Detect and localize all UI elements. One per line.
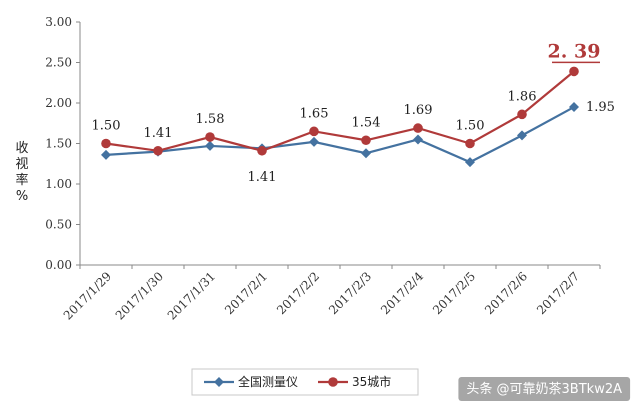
series-line-0: [105, 106, 575, 164]
series-0-point: [205, 140, 215, 151]
y-tick-label: 2.50: [45, 56, 72, 70]
series-1-point: [257, 145, 267, 156]
series-1-data-label: 1.41: [144, 126, 173, 141]
y-axis-label-char: 视: [15, 157, 28, 172]
series-1-point: [569, 66, 579, 77]
series-1-data-label: 1.54: [352, 115, 381, 130]
chart-axes: [79, 22, 600, 266]
watermark-backdrop: [458, 377, 631, 401]
series-0-point: [101, 149, 111, 160]
chart-series: [101, 66, 579, 168]
y-axis-label-char: %: [16, 189, 28, 204]
series-1-point: [413, 123, 423, 133]
series-0-point: [361, 148, 371, 159]
series-1-point: [101, 138, 111, 149]
series-1-point: [205, 132, 215, 142]
series-1-data-label: 1.41: [248, 170, 277, 185]
chart-ticks: 0.000.501.001.502.002.503.002017/1/29201…: [45, 15, 601, 323]
x-tick-label: 2017/1/29: [61, 269, 114, 322]
series-line-1: [105, 70, 575, 152]
x-tick-label: 2017/2/6: [482, 269, 530, 317]
watermark-text: 头条 @可靠奶茶3BTkw2A: [466, 381, 622, 397]
y-tick-label: 1.00: [45, 177, 72, 191]
series-0-point: [309, 136, 319, 147]
series-0-point: [569, 102, 579, 113]
y-tick-label: 0.50: [45, 218, 72, 232]
series-1-point: [153, 145, 163, 156]
x-tick-label: 2017/2/1: [222, 269, 270, 317]
y-axis-label-char: 收: [15, 141, 28, 156]
series-0-point: [413, 134, 423, 145]
legend-box: [191, 368, 419, 396]
x-tick-label: 2017/2/4: [378, 269, 426, 317]
series-1-data-label: 1.50: [92, 119, 121, 134]
legend-label-0: 全国测量仪: [238, 374, 298, 389]
x-tick-label: 2017/2/2: [274, 269, 322, 317]
series-1-point: [465, 138, 475, 149]
series-1-data-label: 1.58: [196, 112, 225, 127]
y-axis-label-char: 率: [15, 172, 28, 188]
series-0-data-label: 1.95: [586, 100, 615, 115]
series-1-point: [309, 126, 319, 137]
x-tick-label: 2017/2/3: [326, 269, 374, 317]
chart-legend: 全国测量仪 35城市: [191, 368, 419, 396]
series-0-point: [465, 157, 475, 168]
x-tick-label: 2017/2/7: [534, 269, 582, 317]
y-axis-label: 收视率%: [15, 141, 28, 204]
legend-marker-1: [328, 377, 338, 387]
y-tick-label: 3.00: [45, 15, 72, 29]
series-1-data-label: 1.69: [404, 103, 433, 118]
series-0-point: [517, 130, 527, 141]
series-1-data-label: 1.86: [508, 89, 537, 104]
y-tick-label: 0.00: [45, 258, 72, 272]
x-tick-label: 2017/1/30: [113, 269, 166, 322]
series-1-data-label: 1.50: [456, 119, 485, 134]
legend-label-1: 35城市: [352, 374, 391, 389]
series-1-data-label: 1.65: [300, 106, 329, 121]
series-1-point: [517, 109, 527, 120]
legend-marker-0: [214, 377, 224, 387]
chart-data-labels: 1.50 1.41 1.58 1.41 1.65 1.54 1.69 1.50 1.86 2. 3…: [92, 40, 615, 184]
series-1-data-label: 2. 39: [548, 40, 601, 62]
watermark: 头条 @可靠奶茶3BTkw2A: [458, 377, 631, 401]
y-tick-label: 1.50: [45, 137, 72, 151]
series-1-point: [361, 135, 371, 146]
y-tick-label: 2.00: [45, 96, 72, 110]
x-tick-label: 2017/2/5: [430, 269, 478, 317]
x-tick-label: 2017/1/31: [165, 269, 218, 322]
